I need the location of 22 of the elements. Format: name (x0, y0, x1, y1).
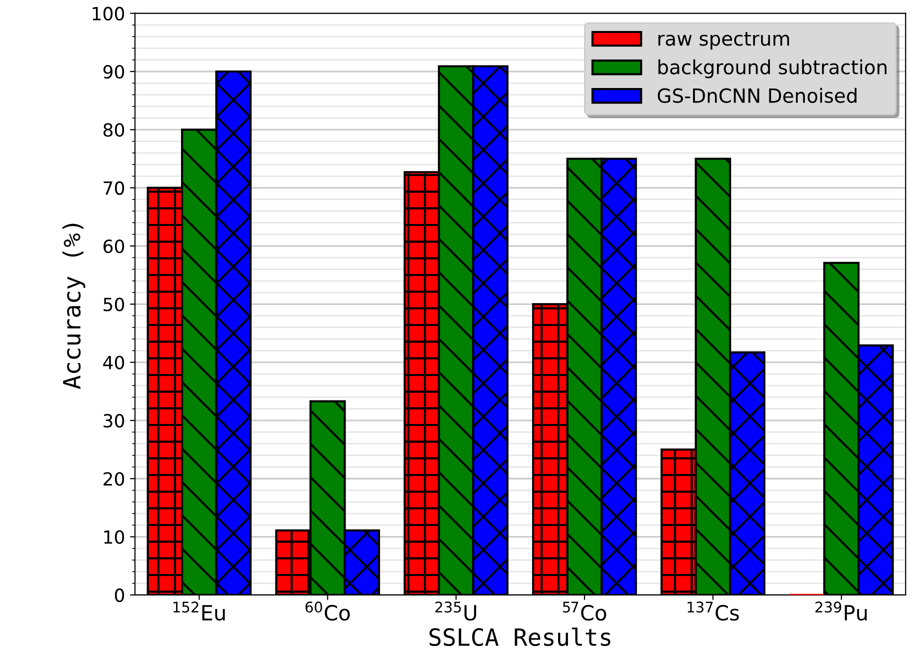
y-tick-label: 10 (104, 530, 124, 544)
x-tick-label: $^{57}$Co (563, 602, 606, 621)
y-tick-label: 60 (104, 239, 124, 254)
y-tick-label: 100 (92, 6, 124, 20)
x-tick-label: $^{239}$Pu (815, 602, 867, 621)
x-axis-title: SSLCA Results (430, 628, 610, 646)
y-tick-label: 80 (104, 123, 124, 137)
y-tick-label: 90 (103, 64, 124, 79)
x-tick-label: $^{152}$Eu (173, 602, 225, 621)
y-tick-label: 0 (114, 588, 124, 602)
y-tick-label: 40 (103, 356, 124, 370)
y-tick-label: 20 (104, 472, 124, 486)
legend-label: raw spectrum (658, 32, 790, 50)
y-tick-label: 30 (104, 414, 124, 428)
y-tick-label: 50 (104, 298, 124, 312)
x-tick-label: $^{137}$Cs (688, 602, 739, 621)
y-axis-title: Accuracy (%) (62, 224, 86, 390)
legend-label: GS-DnCNN Denoised (658, 88, 856, 103)
x-tick-label: $^{60}$Co (306, 602, 350, 621)
x-tick-label: $^{235}$U (435, 602, 476, 621)
legend-label: background subtraction (658, 59, 886, 78)
y-tick-label: 70 (104, 181, 124, 195)
